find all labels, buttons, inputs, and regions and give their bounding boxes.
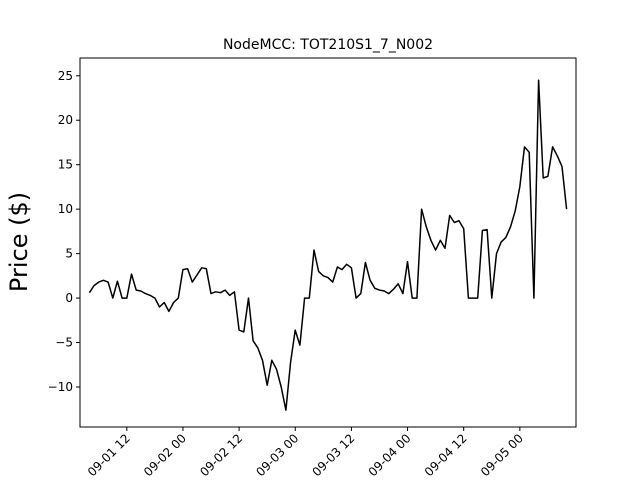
y-tick-label: 0 <box>65 291 73 305</box>
y-axis-label: Price ($) <box>5 192 33 292</box>
y-tick-label: 15 <box>58 158 73 172</box>
y-tick-label: −5 <box>55 336 73 350</box>
y-tick-label: 20 <box>58 113 73 127</box>
y-tick-label: 5 <box>65 247 73 261</box>
chart-title: NodeMCC: TOT210S1_7_N002 <box>223 37 433 53</box>
y-axis: −10 −5 0 5 10 15 20 25 <box>48 69 80 394</box>
y-tick-label: 10 <box>58 202 73 216</box>
y-tick-label: 25 <box>58 69 73 83</box>
plot-area <box>88 79 568 411</box>
series-line-0 <box>88 79 568 411</box>
axes-frame <box>79 57 577 428</box>
y-tick-label: −10 <box>48 380 73 394</box>
